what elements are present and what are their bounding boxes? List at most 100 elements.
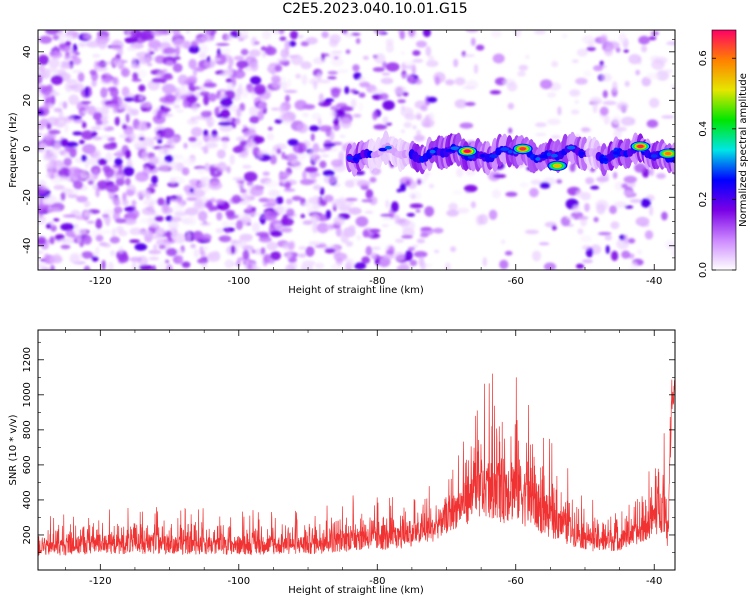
spectrogram-noise-blob [170, 216, 182, 222]
spectrogram-noise-blob [381, 224, 389, 228]
spectrogram-noise-blob [231, 194, 242, 204]
spectrogram-noise-blob [145, 168, 150, 172]
spectrogram-noise-blob [126, 46, 137, 51]
spectrogram-noise-blob [463, 184, 478, 193]
spectrogram-noise-blob [621, 183, 628, 189]
spectrogram-noise-blob [84, 173, 98, 181]
spectrogram-noise-blob [203, 82, 217, 88]
spectrogram-noise-blob [613, 201, 627, 209]
spectrogram-noise-blob [169, 177, 177, 185]
spectrogram-noise-blob [203, 245, 209, 251]
spectrogram-noise-blob [38, 74, 43, 85]
spectrogram-noise-blob [590, 185, 600, 190]
spectrogram-noise-blob [136, 69, 148, 78]
spectrogram-noise-blob [79, 139, 85, 145]
spectrogram-noise-blob [339, 106, 354, 112]
spectrogram-noise-blob [371, 252, 378, 260]
spectrogram-noise-blob [199, 221, 212, 227]
spectrogram-noise-blob [92, 111, 103, 121]
spectrogram-noise-blob [615, 47, 621, 53]
spectrogram-noise-blob [55, 165, 63, 171]
spectrogram-noise-blob [62, 101, 68, 109]
spectrogram-y-tick-label: 0 [22, 146, 33, 152]
spectrogram-noise-blob [354, 262, 367, 270]
spectrogram-noise-blob [296, 152, 307, 161]
spectrogram-noise-blob [385, 62, 400, 72]
spectrogram-noise-blob [97, 180, 109, 190]
spectrogram-noise-blob [428, 112, 435, 122]
spectrogram-noise-blob [380, 77, 394, 85]
spectrogram-noise-blob [172, 30, 181, 38]
spectrogram-noise-blob [380, 217, 394, 221]
spectrogram-noise-blob [300, 213, 306, 219]
spectrogram-noise-blob [248, 105, 259, 117]
spectrogram-noise-blob [228, 36, 234, 41]
spectrogram-noise-blob [200, 178, 206, 185]
signal-band-highlight [578, 151, 586, 156]
spectrogram-noise-blob [73, 227, 87, 236]
spectrogram-noise-blob [112, 58, 122, 66]
spectrogram-noise-blob [283, 188, 296, 192]
spectrogram-noise-blob [249, 49, 261, 57]
spectrogram-noise-blob [420, 232, 429, 238]
spectrogram-noise-blob [102, 229, 113, 234]
spectrogram-noise-blob [316, 222, 329, 234]
spectrogram-noise-blob [135, 171, 149, 182]
spectrogram-noise-blob [247, 126, 258, 130]
spectrogram-noise-blob [225, 227, 230, 234]
spectrogram-noise-blob [242, 214, 251, 221]
spectrogram-noise-blob [242, 164, 252, 169]
spectrogram-noise-blob [140, 33, 155, 41]
spectrogram-noise-blob [131, 56, 137, 67]
spectrogram-noise-blob [101, 259, 106, 270]
spectrogram-noise-blob [173, 233, 186, 244]
spectrogram-noise-blob [286, 78, 292, 88]
spectrogram-noise-blob [602, 100, 617, 106]
spectrogram-noise-blob [97, 158, 108, 166]
spectrogram-noise-blob [221, 220, 230, 228]
spectrogram-noise-blob [87, 157, 99, 166]
spectrogram-noise-blob [100, 115, 109, 119]
spectrogram-noise-blob [197, 210, 208, 222]
spectrogram-noise-blob [220, 97, 233, 107]
spectrogram-noise-blob [557, 106, 562, 116]
spectrogram-noise-blob [350, 98, 357, 109]
spectrogram-noise-blob [285, 50, 290, 56]
snr-y-tick-label: 1200 [22, 347, 33, 372]
signal-band-highlight [551, 153, 558, 158]
spectrogram-noise-blob [84, 159, 89, 169]
spectrogram-noise-blob [612, 171, 618, 179]
spectrogram-noise-blob [365, 245, 373, 256]
spectrogram-noise-blob [318, 148, 327, 153]
snr-y-tick-label: 800 [22, 420, 33, 439]
spectrogram-noise-blob [151, 265, 157, 270]
spectrogram-noise-blob [68, 94, 80, 106]
spectrogram-noise-blob [38, 132, 43, 136]
spectrogram-noise-blob [124, 36, 138, 44]
spectrogram-noise-blob [369, 176, 377, 183]
spectrogram-noise-blob [251, 91, 256, 100]
spectrogram-noise-blob [280, 217, 294, 227]
spectrogram-noise-blob [53, 107, 63, 113]
spectrogram-noise-blob [433, 227, 444, 234]
spectrogram-noise-blob [186, 197, 198, 201]
spectrogram-noise-blob [83, 200, 90, 208]
spectrogram-noise-blob [305, 37, 318, 45]
spectrogram-noise-blob [284, 94, 291, 103]
spectrogram-noise-blob [602, 90, 608, 99]
colorbar-tick-label: 0.2 [698, 191, 709, 207]
spectrogram-noise-blob [425, 46, 432, 57]
spectrogram-noise-blob [583, 70, 592, 77]
spectrogram-noise-blob [44, 67, 58, 73]
spectrogram-noise-blob [247, 204, 253, 211]
spectrogram-noise-blob [650, 31, 660, 36]
spectrogram-noise-blob [230, 245, 236, 255]
spectrogram-noise-blob [298, 253, 307, 258]
signal-band-highlight [450, 146, 460, 150]
spectrogram-noise-blob [59, 238, 66, 243]
spectrogram-noise-blob [200, 146, 208, 151]
spectrogram-noise-blob [67, 194, 79, 199]
spectrogram-noise-blob [356, 180, 371, 188]
spectrogram-noise-blob [151, 78, 165, 83]
spectrogram-noise-blob [217, 161, 227, 172]
